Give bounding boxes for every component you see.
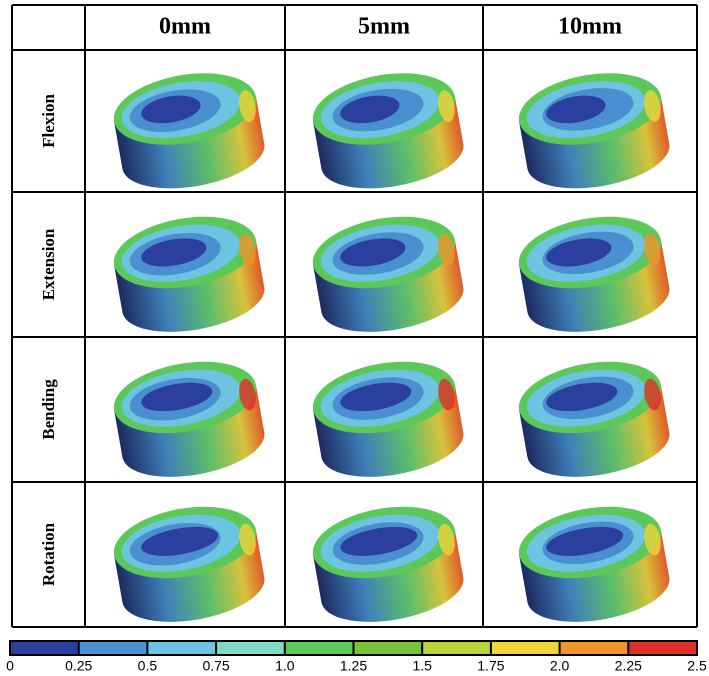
plot-hot — [644, 90, 661, 122]
colorbar-label: 1.25 — [340, 658, 367, 674]
colorbar-label: 0.75 — [202, 658, 229, 674]
plot-zone — [141, 238, 207, 267]
plot-hot — [438, 233, 455, 266]
colorbar-segment — [559, 641, 629, 655]
colorbar-label: 0.25 — [65, 658, 92, 674]
plot-hot — [239, 90, 256, 122]
plot-zone — [340, 526, 418, 556]
column-header: 5mm — [358, 14, 410, 40]
colorbar: 0 0.25 0.5 0.75 1.0 1.25 1.5 1.75 2.0 2.25 2.5 — [6, 640, 707, 674]
colorbar-segment — [628, 641, 697, 655]
colorbar-segment — [422, 641, 491, 655]
colorbar-segment — [10, 641, 79, 655]
colorbar-label: 1.0 — [275, 658, 295, 674]
cells — [113, 73, 670, 622]
row-label: Rotation — [39, 522, 58, 586]
stress-plot — [113, 216, 265, 332]
colorbar-label: 0.5 — [138, 658, 158, 674]
colorbar-label: 0 — [6, 658, 14, 674]
colorbar-segment — [353, 641, 423, 655]
stress-plot — [312, 73, 464, 189]
stress-plot — [113, 506, 265, 622]
colorbar-label: 2.25 — [615, 658, 642, 674]
plot-zone — [340, 238, 406, 267]
colorbar-segment — [490, 641, 560, 655]
plot-zone — [141, 382, 213, 412]
plot-zone — [340, 382, 412, 412]
plot-hot — [239, 378, 256, 411]
plot-zone — [141, 95, 201, 124]
stress-plot — [518, 73, 670, 189]
plot-hot — [438, 378, 455, 411]
colorbar-segment — [147, 641, 217, 655]
plot-zone — [546, 526, 624, 556]
stress-plot — [312, 216, 464, 332]
plot-zone — [546, 238, 612, 267]
colorbar-segment — [78, 641, 148, 655]
stress-plot — [518, 361, 670, 477]
stress-plot — [113, 361, 265, 477]
colorbar-label: 2.0 — [550, 658, 570, 674]
table-grid: 0mm 5mm 10mm Flexion Extension Bending Rotatio… — [11, 4, 698, 628]
row-label: Flexion — [39, 94, 58, 148]
plot-hot — [644, 233, 661, 266]
plot-zone — [141, 526, 219, 556]
colorbar-label: 1.5 — [412, 658, 432, 674]
plot-zone — [340, 95, 400, 124]
colorbar-segment — [216, 641, 285, 655]
stress-plot — [312, 506, 464, 622]
plot-hot — [644, 523, 661, 556]
stress-plot — [518, 216, 670, 332]
plot-hot — [239, 233, 256, 266]
plot-zone — [546, 382, 618, 412]
row-label: Bending — [39, 379, 58, 440]
row-label: Extension — [39, 228, 58, 300]
colorbar-label: 1.75 — [477, 658, 504, 674]
plot-hot — [438, 90, 455, 122]
stress-plot — [312, 361, 464, 477]
plot-zone — [546, 95, 606, 124]
stress-plot — [113, 73, 265, 189]
colorbar-label: 2.5 — [687, 658, 707, 674]
column-header: 10mm — [558, 14, 622, 40]
colorbar-segment — [284, 641, 354, 655]
plot-hot — [644, 378, 661, 411]
column-header: 0mm — [159, 14, 211, 40]
stress-plot — [518, 506, 670, 622]
plot-hot — [438, 523, 455, 556]
plot-hot — [239, 523, 256, 556]
